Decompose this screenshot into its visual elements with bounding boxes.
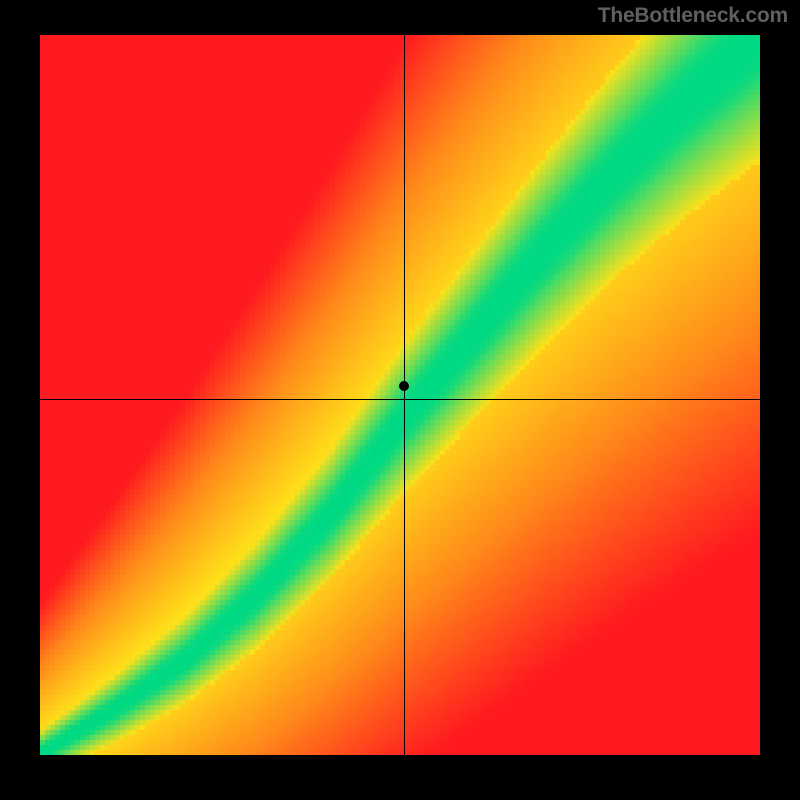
heatmap-canvas (40, 35, 760, 755)
data-point-marker (399, 381, 409, 391)
chart-frame: TheBottleneck.com (0, 0, 800, 800)
heatmap-plot (40, 35, 760, 755)
watermark-text: TheBottleneck.com (598, 4, 788, 28)
crosshair-vertical (404, 35, 405, 755)
crosshair-horizontal (40, 399, 760, 400)
